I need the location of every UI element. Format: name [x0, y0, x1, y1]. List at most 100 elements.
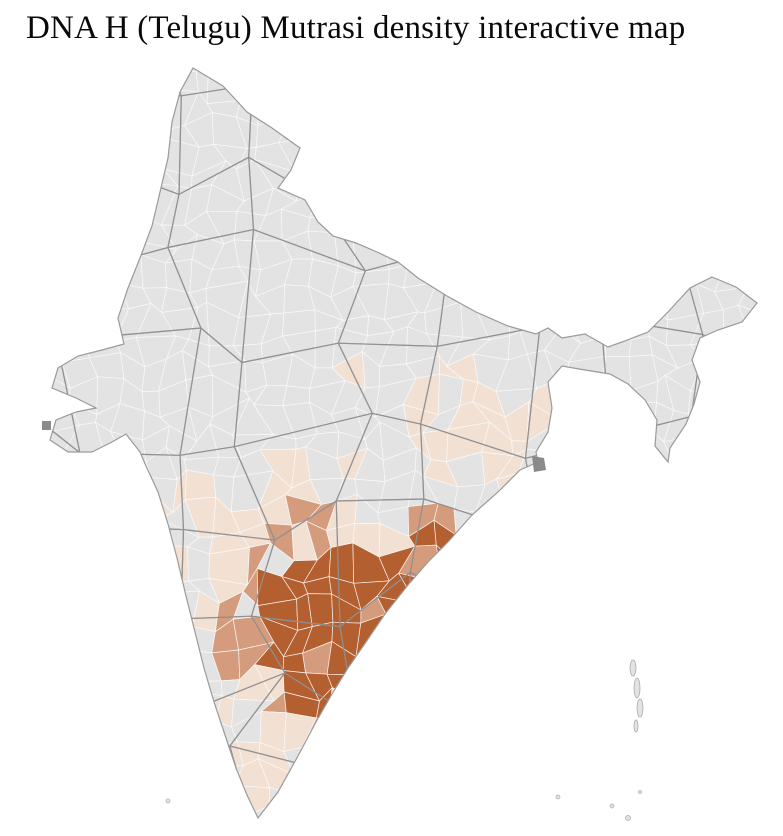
district-cell[interactable] [365, 66, 391, 104]
district-cell[interactable] [714, 378, 754, 413]
district-cell[interactable] [453, 54, 481, 77]
district-cell[interactable] [721, 98, 753, 129]
district-cell[interactable] [28, 139, 53, 174]
district-cell[interactable] [317, 164, 336, 194]
district-cell[interactable] [740, 439, 759, 453]
district-cell[interactable] [118, 686, 142, 729]
district-cell[interactable] [40, 205, 82, 248]
district-cell[interactable] [471, 578, 511, 606]
district-cell[interactable] [97, 758, 124, 802]
district-cell[interactable] [616, 234, 655, 273]
district-cell[interactable] [427, 676, 456, 707]
district-cell[interactable] [114, 594, 140, 629]
district-cell[interactable] [620, 638, 651, 682]
district-cell[interactable] [567, 280, 610, 320]
district-cell[interactable] [114, 165, 154, 199]
district-cell[interactable] [290, 774, 311, 795]
district-cell[interactable] [693, 750, 721, 778]
district-cell[interactable] [524, 820, 562, 836]
district-cell[interactable] [642, 770, 672, 798]
district-cell[interactable] [554, 380, 574, 419]
district-cell[interactable] [398, 572, 443, 608]
district-cell[interactable] [628, 335, 653, 357]
district-cell[interactable] [691, 832, 726, 836]
district-cell[interactable] [497, 816, 526, 836]
district-cell[interactable] [401, 104, 430, 127]
district-cell[interactable] [138, 619, 165, 643]
district-cell[interactable] [738, 349, 770, 385]
district-cell[interactable] [573, 271, 610, 286]
district-cell[interactable] [99, 599, 120, 629]
small-district-marker[interactable] [42, 421, 51, 430]
district-cell[interactable] [580, 670, 610, 702]
district-cell[interactable] [602, 673, 621, 703]
district-cell[interactable] [89, 158, 129, 199]
district-cell[interactable] [278, 792, 307, 818]
district-cell[interactable] [616, 270, 655, 287]
district-cell[interactable] [257, 93, 292, 126]
district-cell[interactable] [25, 622, 54, 654]
district-cell[interactable] [135, 641, 166, 679]
district-cell[interactable] [596, 638, 630, 682]
district-cell[interactable] [379, 123, 414, 155]
district-cell[interactable] [531, 49, 560, 70]
district-cell[interactable] [139, 686, 170, 717]
district-cell[interactable] [23, 639, 54, 673]
district-cell[interactable] [618, 207, 658, 251]
district-cell[interactable] [572, 216, 596, 247]
district-cell[interactable] [64, 308, 99, 341]
district-cell[interactable] [163, 713, 200, 744]
district-cell[interactable] [551, 182, 585, 226]
district-cell[interactable] [715, 642, 741, 675]
district-cell[interactable] [67, 743, 101, 763]
district-cell[interactable] [674, 832, 706, 836]
district-cell[interactable] [352, 87, 391, 125]
district-cell[interactable] [568, 355, 607, 394]
district-cell[interactable] [738, 337, 768, 368]
district-cell[interactable] [747, 143, 775, 169]
district-cell[interactable] [619, 711, 647, 746]
district-cell[interactable] [558, 791, 583, 820]
district-cell[interactable] [328, 65, 368, 97]
district-cell[interactable] [16, 503, 56, 525]
district-cell[interactable] [391, 788, 416, 821]
district-cell[interactable] [138, 517, 169, 546]
district-cell[interactable] [689, 340, 725, 369]
district-cell[interactable] [554, 264, 583, 298]
district-cell[interactable] [722, 121, 749, 145]
district-cell[interactable] [320, 124, 344, 148]
district-cell[interactable] [64, 285, 100, 318]
district-cell[interactable] [631, 97, 653, 117]
district-cell[interactable] [696, 169, 726, 202]
district-cell[interactable] [568, 518, 593, 551]
district-cell[interactable] [496, 143, 529, 179]
district-cell[interactable] [738, 724, 769, 746]
district-cell[interactable] [593, 473, 632, 511]
district-cell[interactable] [353, 760, 393, 802]
district-cell[interactable] [572, 407, 601, 436]
district-cell[interactable] [698, 687, 722, 719]
district-cell[interactable] [714, 349, 748, 393]
district-cell[interactable] [138, 733, 168, 776]
district-cell[interactable] [112, 543, 145, 576]
district-cell[interactable] [714, 337, 751, 369]
district-cell[interactable] [625, 184, 658, 214]
district-cell[interactable] [645, 606, 681, 627]
district-cell[interactable] [63, 93, 92, 117]
district-cell[interactable] [743, 165, 770, 201]
district-cell[interactable] [592, 600, 626, 625]
district-cell[interactable] [72, 197, 96, 208]
district-cell[interactable] [499, 794, 535, 821]
district-cell[interactable] [517, 123, 549, 152]
district-cell[interactable] [143, 138, 168, 170]
district-cell[interactable] [573, 768, 609, 797]
district-cell[interactable] [580, 510, 595, 525]
district-cell[interactable] [61, 664, 102, 690]
district-cell[interactable] [721, 496, 748, 528]
district-cell[interactable] [24, 809, 57, 836]
district-cell[interactable] [716, 672, 750, 702]
district-cell[interactable] [546, 670, 582, 702]
district-cell[interactable] [451, 807, 490, 831]
district-cell[interactable] [26, 551, 53, 586]
district-cell[interactable] [43, 738, 83, 768]
